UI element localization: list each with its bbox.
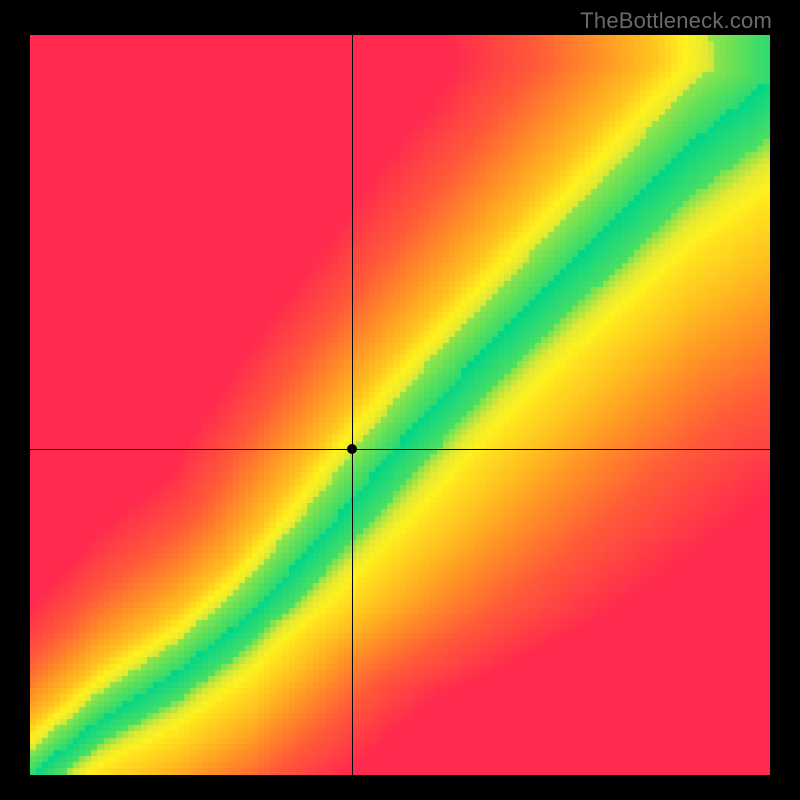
watermark-text: TheBottleneck.com (580, 8, 772, 34)
chart-container: TheBottleneck.com (0, 0, 800, 800)
heatmap-canvas (30, 35, 770, 775)
crosshair-horizontal (30, 449, 770, 450)
plot-area (30, 35, 770, 775)
data-point-marker (347, 444, 357, 454)
crosshair-vertical (352, 35, 353, 775)
